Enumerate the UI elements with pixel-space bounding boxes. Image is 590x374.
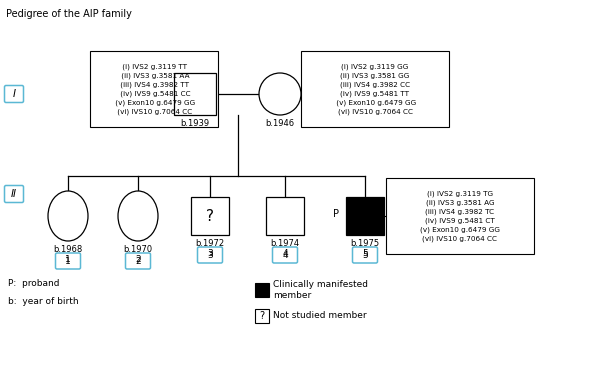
Ellipse shape <box>118 191 158 241</box>
Text: 1: 1 <box>65 255 71 264</box>
Text: II: II <box>11 189 17 199</box>
Text: ?: ? <box>206 208 214 224</box>
Ellipse shape <box>259 73 301 115</box>
Text: 3: 3 <box>207 249 213 258</box>
Text: b.1968: b.1968 <box>53 245 83 254</box>
FancyBboxPatch shape <box>273 247 297 263</box>
Bar <box>255 283 269 297</box>
Text: b.1946: b.1946 <box>266 119 294 128</box>
Text: (i) IVS2 g.3119 TT
 (ii) IVS3 g.3581 AA
 (iii) IVS4 g.3982 TT
 (iv) IVS9 g.5481 : (i) IVS2 g.3119 TT (ii) IVS3 g.3581 AA (… <box>113 63 195 115</box>
Text: Clinically manifested
member: Clinically manifested member <box>273 280 368 300</box>
Text: 2: 2 <box>135 255 141 264</box>
Bar <box>386 178 534 254</box>
Text: b.1970: b.1970 <box>123 245 153 254</box>
Text: b.1975: b.1975 <box>350 239 379 248</box>
Bar <box>90 51 218 127</box>
Text: P: P <box>333 209 339 219</box>
Text: 5: 5 <box>362 251 368 260</box>
Text: P:  proband: P: proband <box>8 279 60 288</box>
Bar <box>255 309 269 323</box>
Text: b.1974: b.1974 <box>270 239 300 248</box>
Bar <box>174 73 216 115</box>
Text: Not studied member: Not studied member <box>273 312 366 321</box>
Bar <box>191 197 229 235</box>
Text: (i) IVS2 g.3119 GG
(ii) IVS3 g.3581 GG
(iii) IVS4 g.3982 CC
(iv) IVS9 g.5481 TT
: (i) IVS2 g.3119 GG (ii) IVS3 g.3581 GG (… <box>334 63 416 115</box>
Text: 4: 4 <box>282 251 288 260</box>
Text: 3: 3 <box>207 251 213 260</box>
FancyBboxPatch shape <box>5 186 24 202</box>
FancyBboxPatch shape <box>352 247 378 263</box>
Ellipse shape <box>48 191 88 241</box>
Bar <box>301 51 449 127</box>
Bar <box>266 197 304 235</box>
Text: 2: 2 <box>135 257 141 266</box>
Text: I: I <box>12 89 15 99</box>
Text: 4: 4 <box>282 249 288 258</box>
FancyBboxPatch shape <box>198 247 222 263</box>
FancyBboxPatch shape <box>5 86 24 102</box>
Text: 5: 5 <box>362 249 368 258</box>
FancyBboxPatch shape <box>126 253 150 269</box>
Text: b:  year of birth: b: year of birth <box>8 297 78 306</box>
Text: ?: ? <box>260 311 264 321</box>
Text: (i) IVS2 g.3119 TG
(ii) IVS3 g.3581 AG
(iii) IVS4 g.3982 TC
(iv) IVS9 g.5481 CT
: (i) IVS2 g.3119 TG (ii) IVS3 g.3581 AG (… <box>420 190 500 242</box>
Bar <box>346 197 384 235</box>
Text: Pedigree of the AIP family: Pedigree of the AIP family <box>6 9 132 19</box>
Text: b.1972: b.1972 <box>195 239 225 248</box>
Text: 1: 1 <box>65 257 71 266</box>
Text: b.1939: b.1939 <box>181 119 209 128</box>
FancyBboxPatch shape <box>55 253 80 269</box>
